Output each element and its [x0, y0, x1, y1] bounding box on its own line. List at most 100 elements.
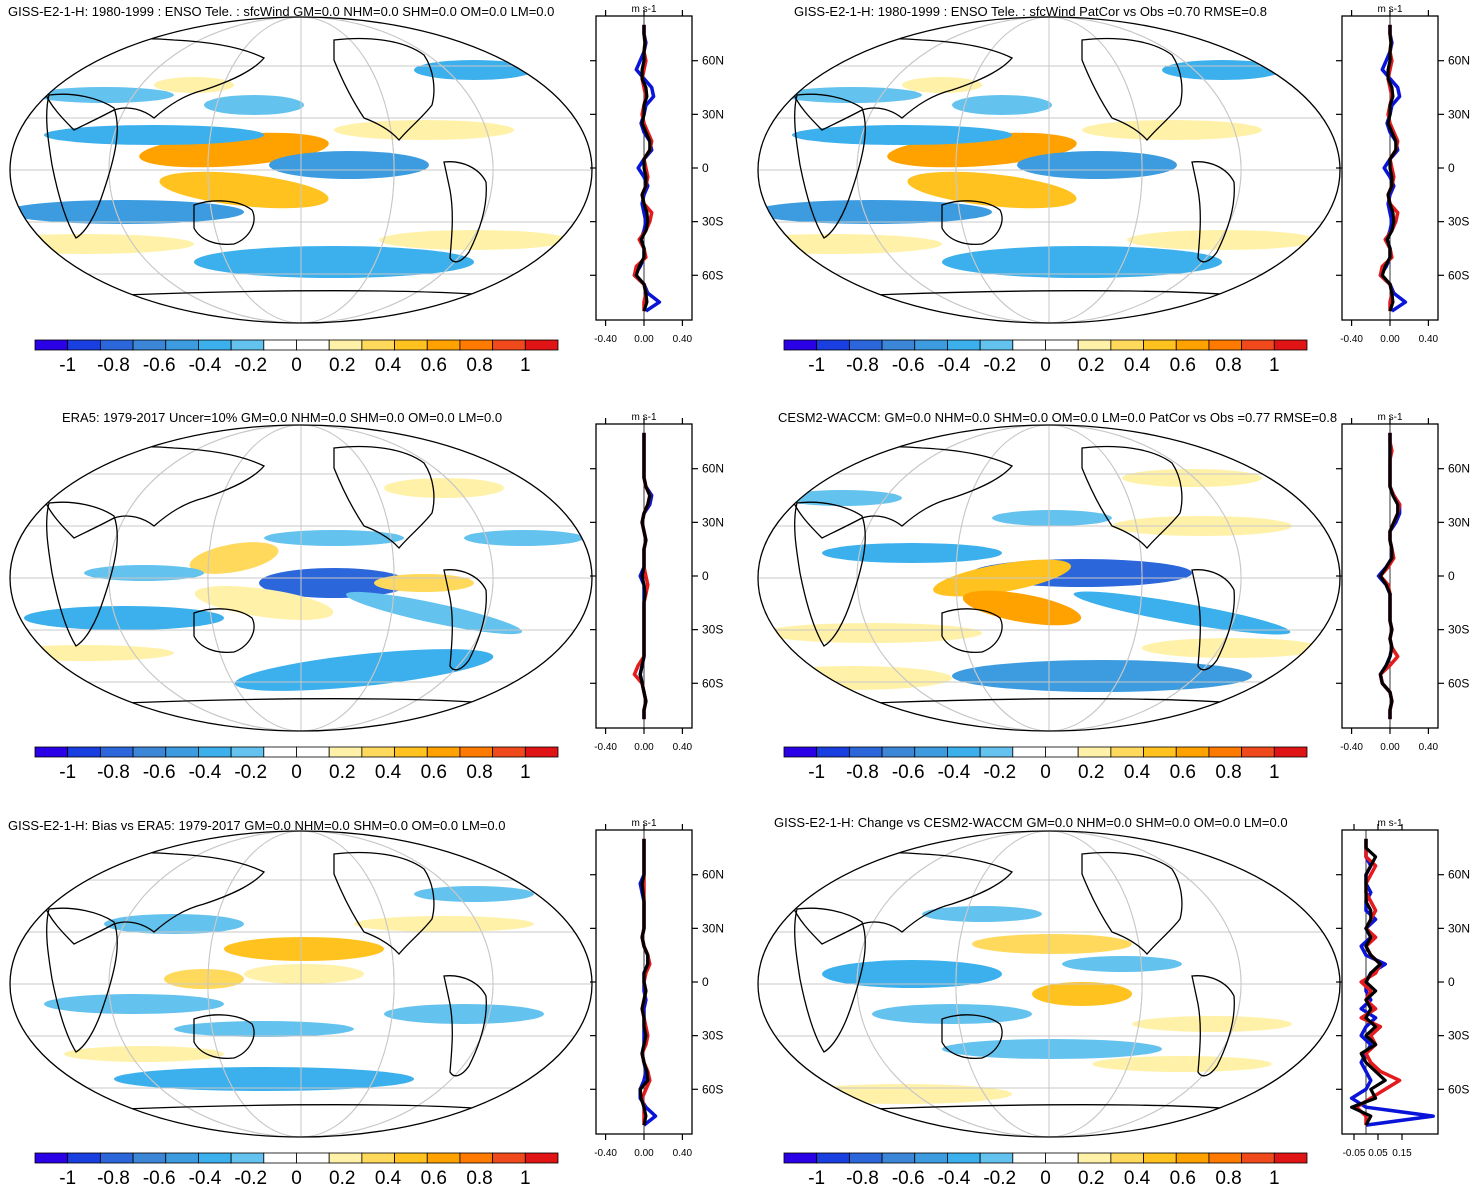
colorbar-box [1077, 1152, 1112, 1164]
colorbar-label: 0 [291, 762, 302, 783]
globe-map [757, 424, 1341, 732]
colorbar-label: 0.2 [329, 1168, 355, 1187]
globe-outline [757, 16, 1341, 324]
colorbar-box [132, 746, 167, 758]
profile-frame [1341, 829, 1439, 1135]
profile-line-mmm [1349, 838, 1387, 1126]
colorbar-label: 0.8 [1215, 762, 1241, 783]
colorbar-box [1241, 339, 1275, 351]
anomaly-region [224, 937, 384, 961]
colorbar-label: 0.2 [329, 355, 355, 376]
anomaly-region [189, 542, 279, 574]
colorbar-label: 0.6 [1170, 762, 1196, 783]
panel: GISS-E2-1-H: 1980-1999 : ENSO Tele. : sf… [8, 4, 724, 376]
anomaly-region [64, 1046, 224, 1062]
anomaly-region [1032, 982, 1132, 1006]
latitude-label: 0 [702, 161, 709, 175]
anomaly-region [164, 969, 244, 989]
anomaly-region [269, 151, 429, 179]
colorbar-label: -1 [808, 762, 825, 783]
zonal-mean-plot: m s-1 -0.40 0.00 0.40 60N 30N 0 30S 60S [590, 412, 724, 753]
anomaly-region [1132, 1016, 1292, 1032]
panel: GISS-E2-1-H: Bias vs ERA5: 1979-2017 GM=… [8, 818, 724, 1187]
colorbar-box [198, 746, 232, 758]
colorbar-box [816, 339, 850, 351]
colorbar-label: 1 [520, 355, 531, 376]
anomaly-region [1122, 469, 1262, 487]
anomaly-region [44, 125, 264, 145]
anomaly-region [822, 960, 1002, 988]
x-tick-label: 0.40 [673, 334, 693, 345]
units-label: m s-1 [632, 412, 657, 423]
colorbar-box [263, 746, 297, 758]
colorbar-label: -0.8 [846, 1168, 879, 1187]
colorbar-box [848, 746, 883, 758]
colorbar-box [459, 339, 494, 351]
units-label: m s-1 [1378, 818, 1403, 829]
anomaly-region [244, 964, 364, 984]
anomaly-region [259, 568, 409, 598]
colorbar-box [328, 339, 363, 351]
colorbar-box [979, 1152, 1014, 1164]
colorbar-box [1208, 746, 1243, 758]
colorbar-label: 1 [520, 762, 531, 783]
colorbar-box [881, 746, 916, 758]
x-tick-label: 0.00 [1380, 334, 1400, 345]
globe-outline [757, 424, 1341, 732]
colorbar-label: -0.8 [97, 1168, 130, 1187]
latitude-label: 60N [1448, 868, 1470, 882]
globe-map [9, 16, 593, 324]
colorbar-box [394, 1152, 428, 1164]
colorbar-box [947, 339, 981, 351]
colorbar-label: -0.6 [892, 762, 925, 783]
latitude-label: 60N [702, 462, 724, 476]
anomaly-region [1062, 956, 1182, 972]
globe-outline [9, 424, 593, 732]
colorbar-label: -0.4 [938, 1168, 971, 1187]
colorbar-box [296, 1152, 330, 1164]
anomaly-region [114, 1067, 414, 1091]
colorbar-box [34, 339, 69, 351]
anomaly-region [154, 77, 234, 93]
colorbar-label: 0.4 [1124, 762, 1151, 783]
latitude-label: 0 [702, 569, 709, 583]
colorbar-box [1045, 746, 1079, 758]
colorbar-label: 1 [1269, 355, 1280, 376]
colorbar-label: -0.2 [234, 355, 267, 376]
colorbar-box [914, 1152, 948, 1164]
anomaly-region [942, 1039, 1162, 1059]
colorbar-label: 0 [291, 355, 302, 376]
colorbar-box [914, 746, 948, 758]
panel-title: GISS-E2-1-H: Change vs CESM2-WACCM GM=0.… [774, 815, 1288, 830]
colorbar-box [1012, 746, 1046, 758]
x-tick-label: 0.00 [634, 334, 654, 345]
colorbar-box [1143, 746, 1177, 758]
graticule [10, 831, 592, 1137]
latitude-label: 0 [1448, 975, 1455, 989]
colorbar-box [165, 339, 199, 351]
anomaly-region [758, 200, 992, 224]
colorbar-box [848, 1152, 883, 1164]
colorbar-label: 0.2 [1078, 355, 1104, 376]
units-label: m s-1 [632, 818, 657, 829]
anomaly-region [464, 530, 584, 546]
units-label: m s-1 [632, 4, 657, 15]
colorbar-label: -0.6 [143, 1168, 176, 1187]
latitude-label: 30N [702, 515, 724, 529]
colorbar-box [1143, 1152, 1177, 1164]
colorbar-box [426, 1152, 461, 1164]
anomaly-region [44, 994, 224, 1014]
anomaly-region [384, 1004, 544, 1024]
colorbar-box [394, 746, 428, 758]
colorbar-box [524, 339, 559, 351]
colorbar-label: -0.8 [97, 355, 130, 376]
latitude-label: 30S [1448, 215, 1469, 229]
colorbar-box [230, 339, 265, 351]
colorbar-label: 0.2 [329, 762, 355, 783]
x-tick-label: 0.00 [634, 742, 654, 753]
x-tick-label: -0.40 [594, 1148, 617, 1159]
anomaly-region [354, 916, 534, 932]
anomaly-region [758, 234, 942, 254]
colorbar-box [1175, 339, 1210, 351]
globe-outline [757, 830, 1341, 1138]
